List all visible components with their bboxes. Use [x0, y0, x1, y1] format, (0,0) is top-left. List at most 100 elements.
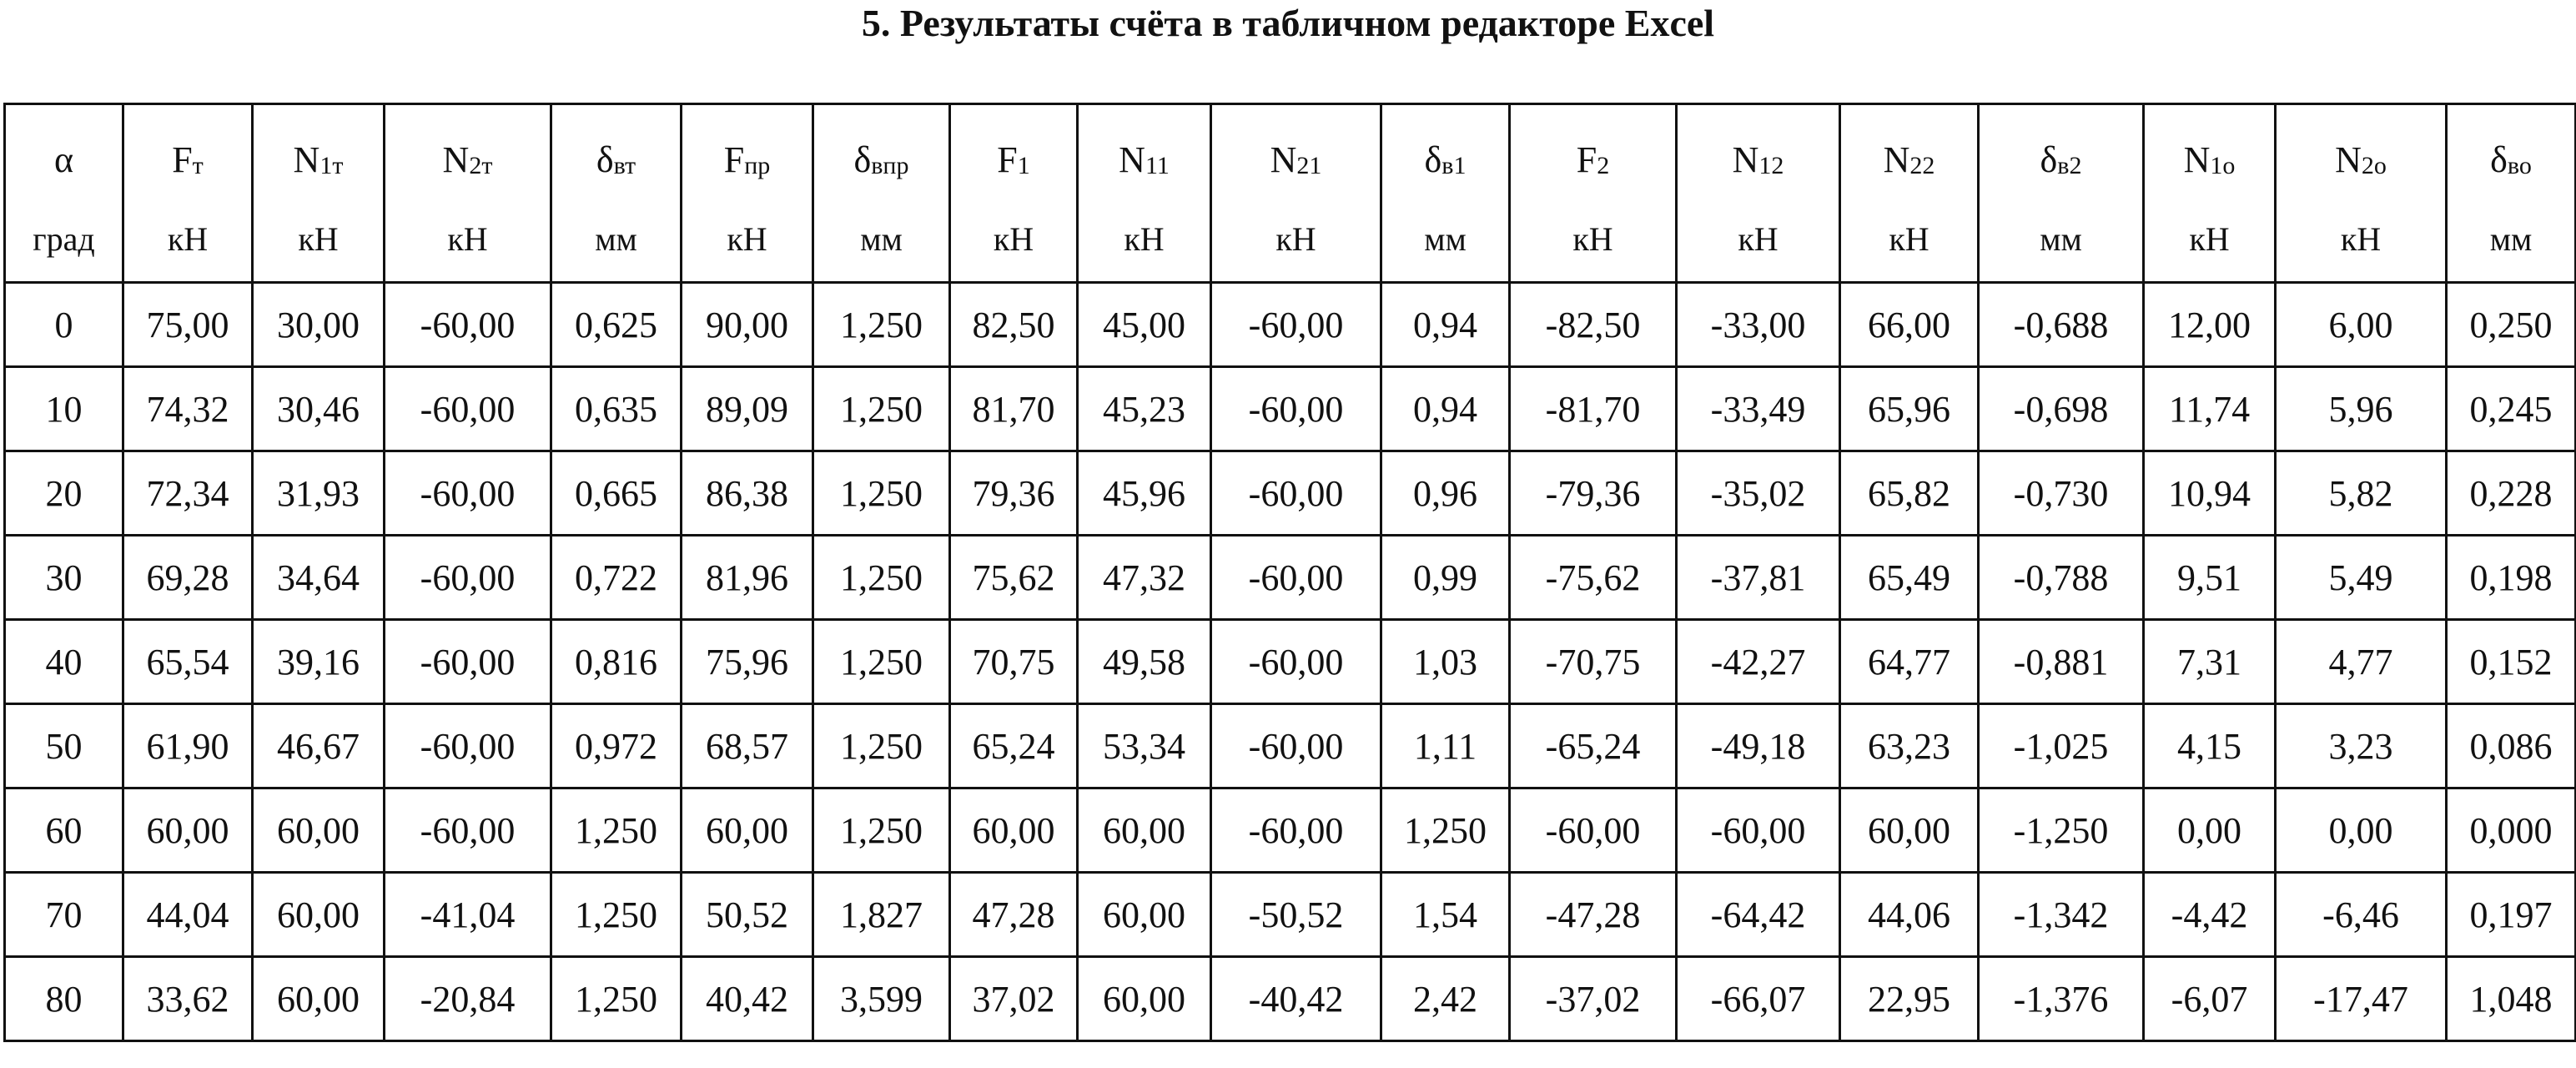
table-cell: 0,250 [2445, 281, 2576, 368]
table-cell: -33,49 [1675, 365, 1841, 452]
table-cell: 60,00 [251, 787, 385, 874]
table-cell: 0,197 [2445, 871, 2576, 958]
column-unit: кН [1889, 219, 1929, 258]
symbol-base: N [442, 139, 470, 180]
column-symbol: N1т [254, 114, 383, 206]
column-unit: мм [2489, 219, 2533, 258]
column-unit: мм [860, 219, 903, 258]
table-cell: 45,96 [1076, 450, 1212, 537]
table-cell: 0,94 [1380, 365, 1511, 452]
symbol-subscript: 2 [1597, 151, 1610, 179]
table-cell: 7,31 [2142, 618, 2277, 705]
column-symbol: N11 [1079, 114, 1210, 206]
table-cell: -1,342 [1977, 871, 2145, 958]
column-symbol: N2о [2277, 114, 2445, 206]
table-cell: 1,250 [812, 618, 951, 705]
table-cell: -79,36 [1508, 450, 1678, 537]
table-cell: 1,250 [550, 871, 682, 958]
table-cell: -37,02 [1508, 955, 1678, 1042]
symbol-base: N [1732, 139, 1759, 180]
column-unit: кН [1124, 219, 1165, 258]
table-cell: 0,00 [2274, 787, 2448, 874]
table-cell: 75,96 [680, 618, 814, 705]
table-cell: 6,00 [2274, 281, 2448, 368]
table-cell: 0,816 [550, 618, 682, 705]
table-cell: 4,77 [2274, 618, 2448, 705]
table-cell: -1,376 [1977, 955, 2145, 1042]
symbol-subscript: пр [744, 151, 771, 179]
table-cell: -66,07 [1675, 955, 1841, 1042]
table-cell: 0,99 [1380, 534, 1511, 621]
column-symbol: δв1 [1382, 114, 1508, 206]
table-cell: 0,96 [1380, 450, 1511, 537]
table-cell: 0,228 [2445, 450, 2576, 537]
table-cell: 79,36 [948, 450, 1079, 537]
symbol-subscript: вт [613, 151, 636, 179]
column-symbol: δвт [552, 114, 680, 206]
column-unit: град [33, 219, 95, 258]
table-cell: -60,00 [1508, 787, 1678, 874]
table-row: 60 60,00 60,00 -60,00 1,250 60,00 1,250 60,00 60… [3, 787, 2576, 874]
column-header: N11 кН [1076, 103, 1212, 284]
symbol-base: α [53, 139, 74, 180]
symbol-subscript: 1о [2210, 151, 2236, 179]
column-unit: мм [2040, 219, 2082, 258]
column-symbol: F2 [1511, 114, 1675, 206]
table-cell: 0,00 [2142, 787, 2277, 874]
table-cell: -60,00 [383, 618, 552, 705]
table-cell: -60,00 [383, 365, 552, 452]
symbol-subscript: т [192, 151, 204, 179]
symbol-base: N [1119, 139, 1145, 180]
table-cell: -0,881 [1977, 618, 2145, 705]
symbol-base: F [172, 139, 193, 180]
table-cell: 47,28 [948, 871, 1079, 958]
table-cell: 44,06 [1839, 871, 1980, 958]
table-cell: 1,250 [550, 787, 682, 874]
column-symbol: δвпр [814, 114, 948, 206]
table-cell: 60,00 [680, 787, 814, 874]
table-cell: 65,96 [1839, 365, 1980, 452]
column-symbol: Fпр [682, 114, 812, 206]
table-cell: -33,00 [1675, 281, 1841, 368]
table-cell: 1,250 [812, 787, 951, 874]
table-cell: -60,00 [383, 450, 552, 537]
table-cell: 86,38 [680, 450, 814, 537]
table-cell: 68,57 [680, 703, 814, 789]
table-cell: 45,23 [1076, 365, 1212, 452]
column-symbol: α [6, 114, 122, 206]
table-cell: 1,03 [1380, 618, 1511, 705]
column-symbol: N21 [1212, 114, 1380, 206]
table-cell: 90,00 [680, 281, 814, 368]
column-symbol: δво [2448, 114, 2574, 206]
table-cell: 9,51 [2142, 534, 2277, 621]
table-cell: 0,152 [2445, 618, 2576, 705]
table-cell: -6,07 [2142, 955, 2277, 1042]
table-cell: 45,00 [1076, 281, 1212, 368]
table-cell: 1,250 [812, 365, 951, 452]
table-cell: -37,81 [1675, 534, 1841, 621]
table-cell: -40,42 [1210, 955, 1382, 1042]
table-row: 80 33,62 60,00 -20,84 1,250 40,42 3,599 37,02 60… [3, 955, 2576, 1042]
table-cell: 20 [3, 450, 124, 537]
table-cell: 3,23 [2274, 703, 2448, 789]
table-cell: 50 [3, 703, 124, 789]
table-cell: 50,52 [680, 871, 814, 958]
column-symbol: N12 [1678, 114, 1839, 206]
table-cell: 61,90 [122, 703, 254, 789]
table-cell: -1,025 [1977, 703, 2145, 789]
column-header: N21 кН [1210, 103, 1382, 284]
symbol-base: N [2183, 139, 2211, 180]
column-header: δв2 мм [1977, 103, 2145, 284]
table-cell: 70,75 [948, 618, 1079, 705]
table-cell: -41,04 [383, 871, 552, 958]
symbol-subscript: 1 [1017, 151, 1030, 179]
table-cell: -60,00 [1210, 534, 1382, 621]
table-cell: -60,00 [1210, 787, 1382, 874]
column-header: δвпр мм [812, 103, 951, 284]
table-cell: -60,00 [1675, 787, 1841, 874]
table-row: 30 69,28 34,64 -60,00 0,722 81,96 1,250 75,62 47… [3, 534, 2576, 621]
column-header: N2о кН [2274, 103, 2448, 284]
table-cell: 65,24 [948, 703, 1079, 789]
column-unit: мм [1424, 219, 1467, 258]
table-cell: -6,46 [2274, 871, 2448, 958]
